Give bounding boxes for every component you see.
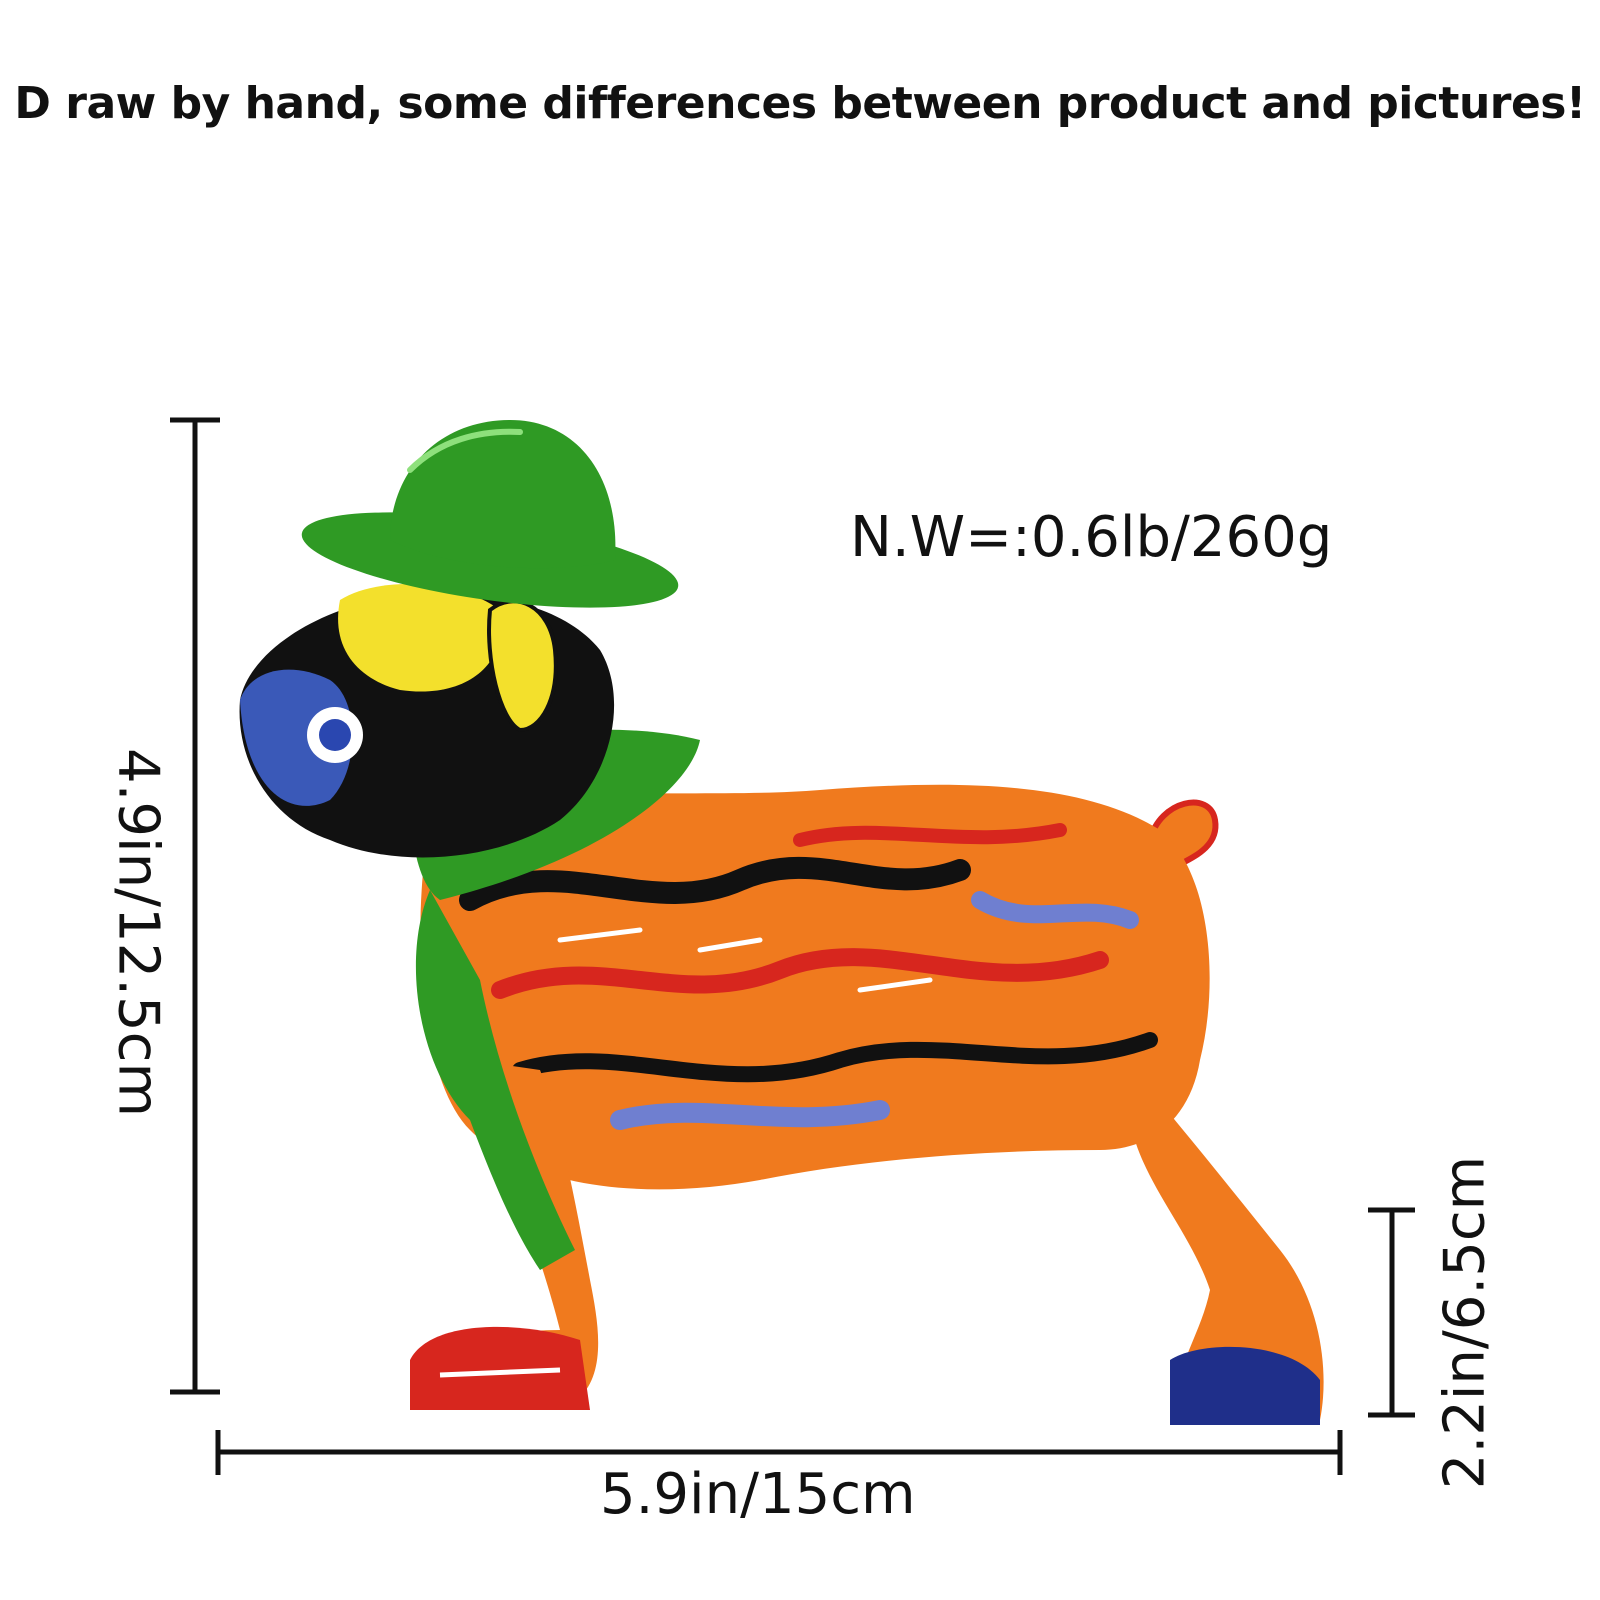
front-paw [410, 1326, 590, 1410]
hat-crown [390, 420, 616, 569]
graffiti-pattern [459, 823, 1158, 1130]
leg-dimension-line [1368, 1207, 1415, 1418]
width-dimension-line [215, 1430, 1343, 1475]
bulldog-figurine [239, 420, 1324, 1425]
height-dimension-label: 4.9in/12.5cm [105, 747, 171, 1117]
leg-height-dimension-label: 2.2in/6.5cm [1432, 1155, 1498, 1490]
net-weight-label: N.W=:0.6lb/260g [850, 505, 1333, 570]
muzzle [240, 669, 353, 806]
front-leg [415, 1060, 599, 1410]
headline: D raw by hand, some differences between … [14, 78, 1586, 129]
back-paw [1170, 1346, 1320, 1425]
face-yellow [338, 583, 502, 692]
height-dimension-line [170, 417, 220, 1395]
scarf-tail [415, 890, 575, 1270]
back-leg [1130, 1090, 1324, 1420]
width-dimension-label: 5.9in/15cm [600, 1462, 916, 1527]
ear [487, 599, 558, 733]
